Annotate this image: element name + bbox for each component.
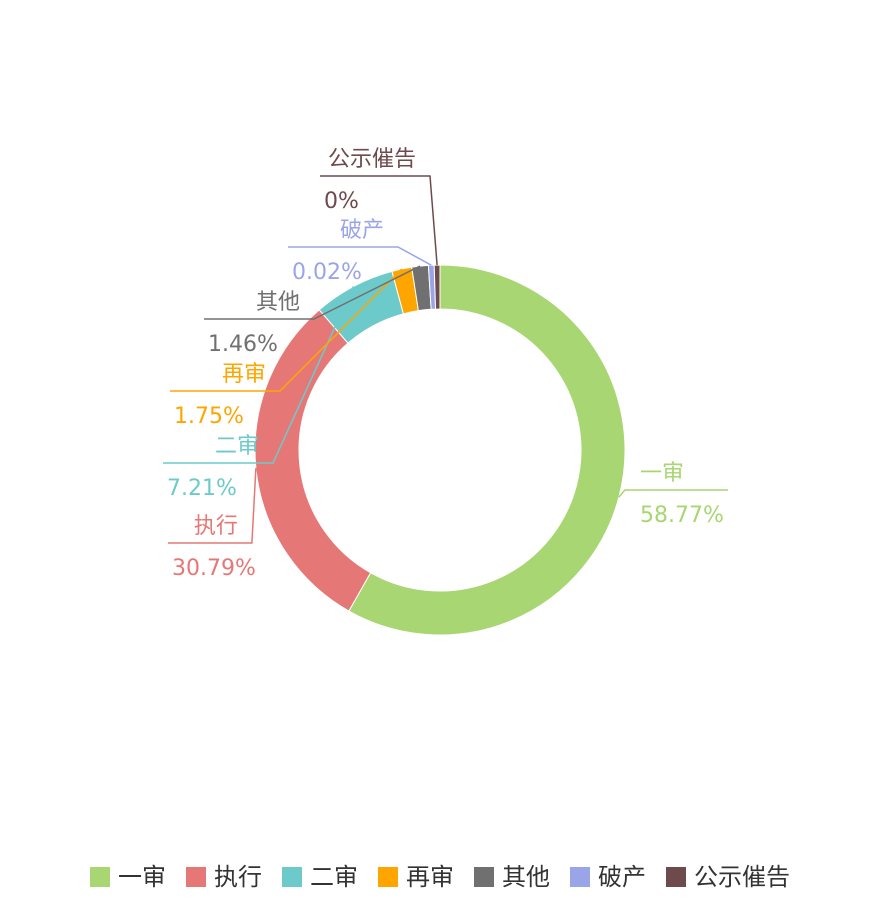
legend-item-其他[interactable]: 其他 [474,865,550,889]
legend-swatch [90,867,110,887]
leader-line-公示催告 [320,175,438,266]
leader-line-一审 [618,489,728,498]
legend-item-再审[interactable]: 再审 [378,865,454,889]
legend-label: 执行 [214,863,262,891]
slice-label-percent: 7.21% [167,476,237,501]
legend-swatch [474,867,494,887]
chart-legend: 一审 执行 二审 再审 其他 破产 公示催告 [0,857,880,897]
legend-swatch [666,867,686,887]
slice-label-name: 二审 [215,434,259,459]
legend-item-公示催告[interactable]: 公示催告 [666,865,790,889]
slice-label-name: 执行 [194,514,238,539]
legend-label: 一审 [118,863,166,891]
slice-label-name: 其他 [256,290,300,315]
slice-label-name: 破产 [340,218,384,243]
legend-label: 其他 [502,863,550,891]
donut-slice-公示催告[interactable] [433,264,441,310]
slice-label-percent: 30.79% [172,556,256,581]
leader-line-再审 [170,268,403,392]
leader-line-破产 [288,246,432,266]
legend-label: 公示催告 [694,863,790,891]
slice-label-percent: 1.46% [208,332,278,357]
slice-label-name: 再审 [222,362,266,387]
legend-item-执行[interactable]: 执行 [186,865,262,889]
slice-label-name: 一审 [640,461,684,486]
slice-label-percent: 0% [324,189,359,214]
slice-label-percent: 1.75% [174,404,244,429]
leader-line-其他 [204,265,421,320]
donut-slice-一审[interactable] [348,264,626,636]
slice-label-percent: 58.77% [640,503,724,528]
legend-label: 二审 [310,863,358,891]
legend-label: 破产 [598,863,646,891]
leader-line-执行 [168,468,257,544]
legend-swatch [378,867,398,887]
slice-label-percent: 0.02% [292,260,362,285]
legend-item-一审[interactable]: 一审 [90,865,166,889]
legend-swatch [282,867,302,887]
legend-item-破产[interactable]: 破产 [570,865,646,889]
legend-label: 再审 [406,863,454,891]
legend-item-二审[interactable]: 二审 [282,865,358,889]
legend-swatch [186,867,206,887]
slice-label-name: 公示催告 [328,147,416,172]
legend-swatch [570,867,590,887]
